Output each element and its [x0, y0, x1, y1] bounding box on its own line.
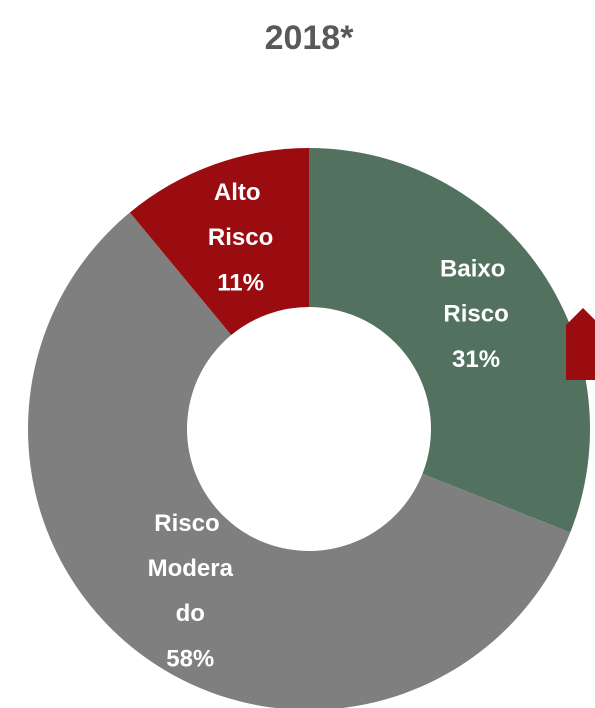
slice-label: Baixo Risco — [440, 256, 512, 328]
arrow-icon — [566, 308, 595, 380]
donut-slice — [129, 148, 309, 335]
chart-title: 2018* — [265, 19, 355, 57]
slice-value-label: 11% — [217, 269, 264, 296]
slice-label: Risco Modera do — [148, 510, 234, 627]
donut-slice — [28, 212, 571, 708]
slice-value-label: 58% — [166, 645, 214, 672]
donut-slice — [309, 148, 590, 533]
donut: Baixo Risco 31% Risco Modera do 58% Alto Risc… — [28, 148, 590, 708]
slice-value-label: 31% — [452, 346, 500, 373]
slice-label: Alto Risco — [208, 179, 273, 251]
